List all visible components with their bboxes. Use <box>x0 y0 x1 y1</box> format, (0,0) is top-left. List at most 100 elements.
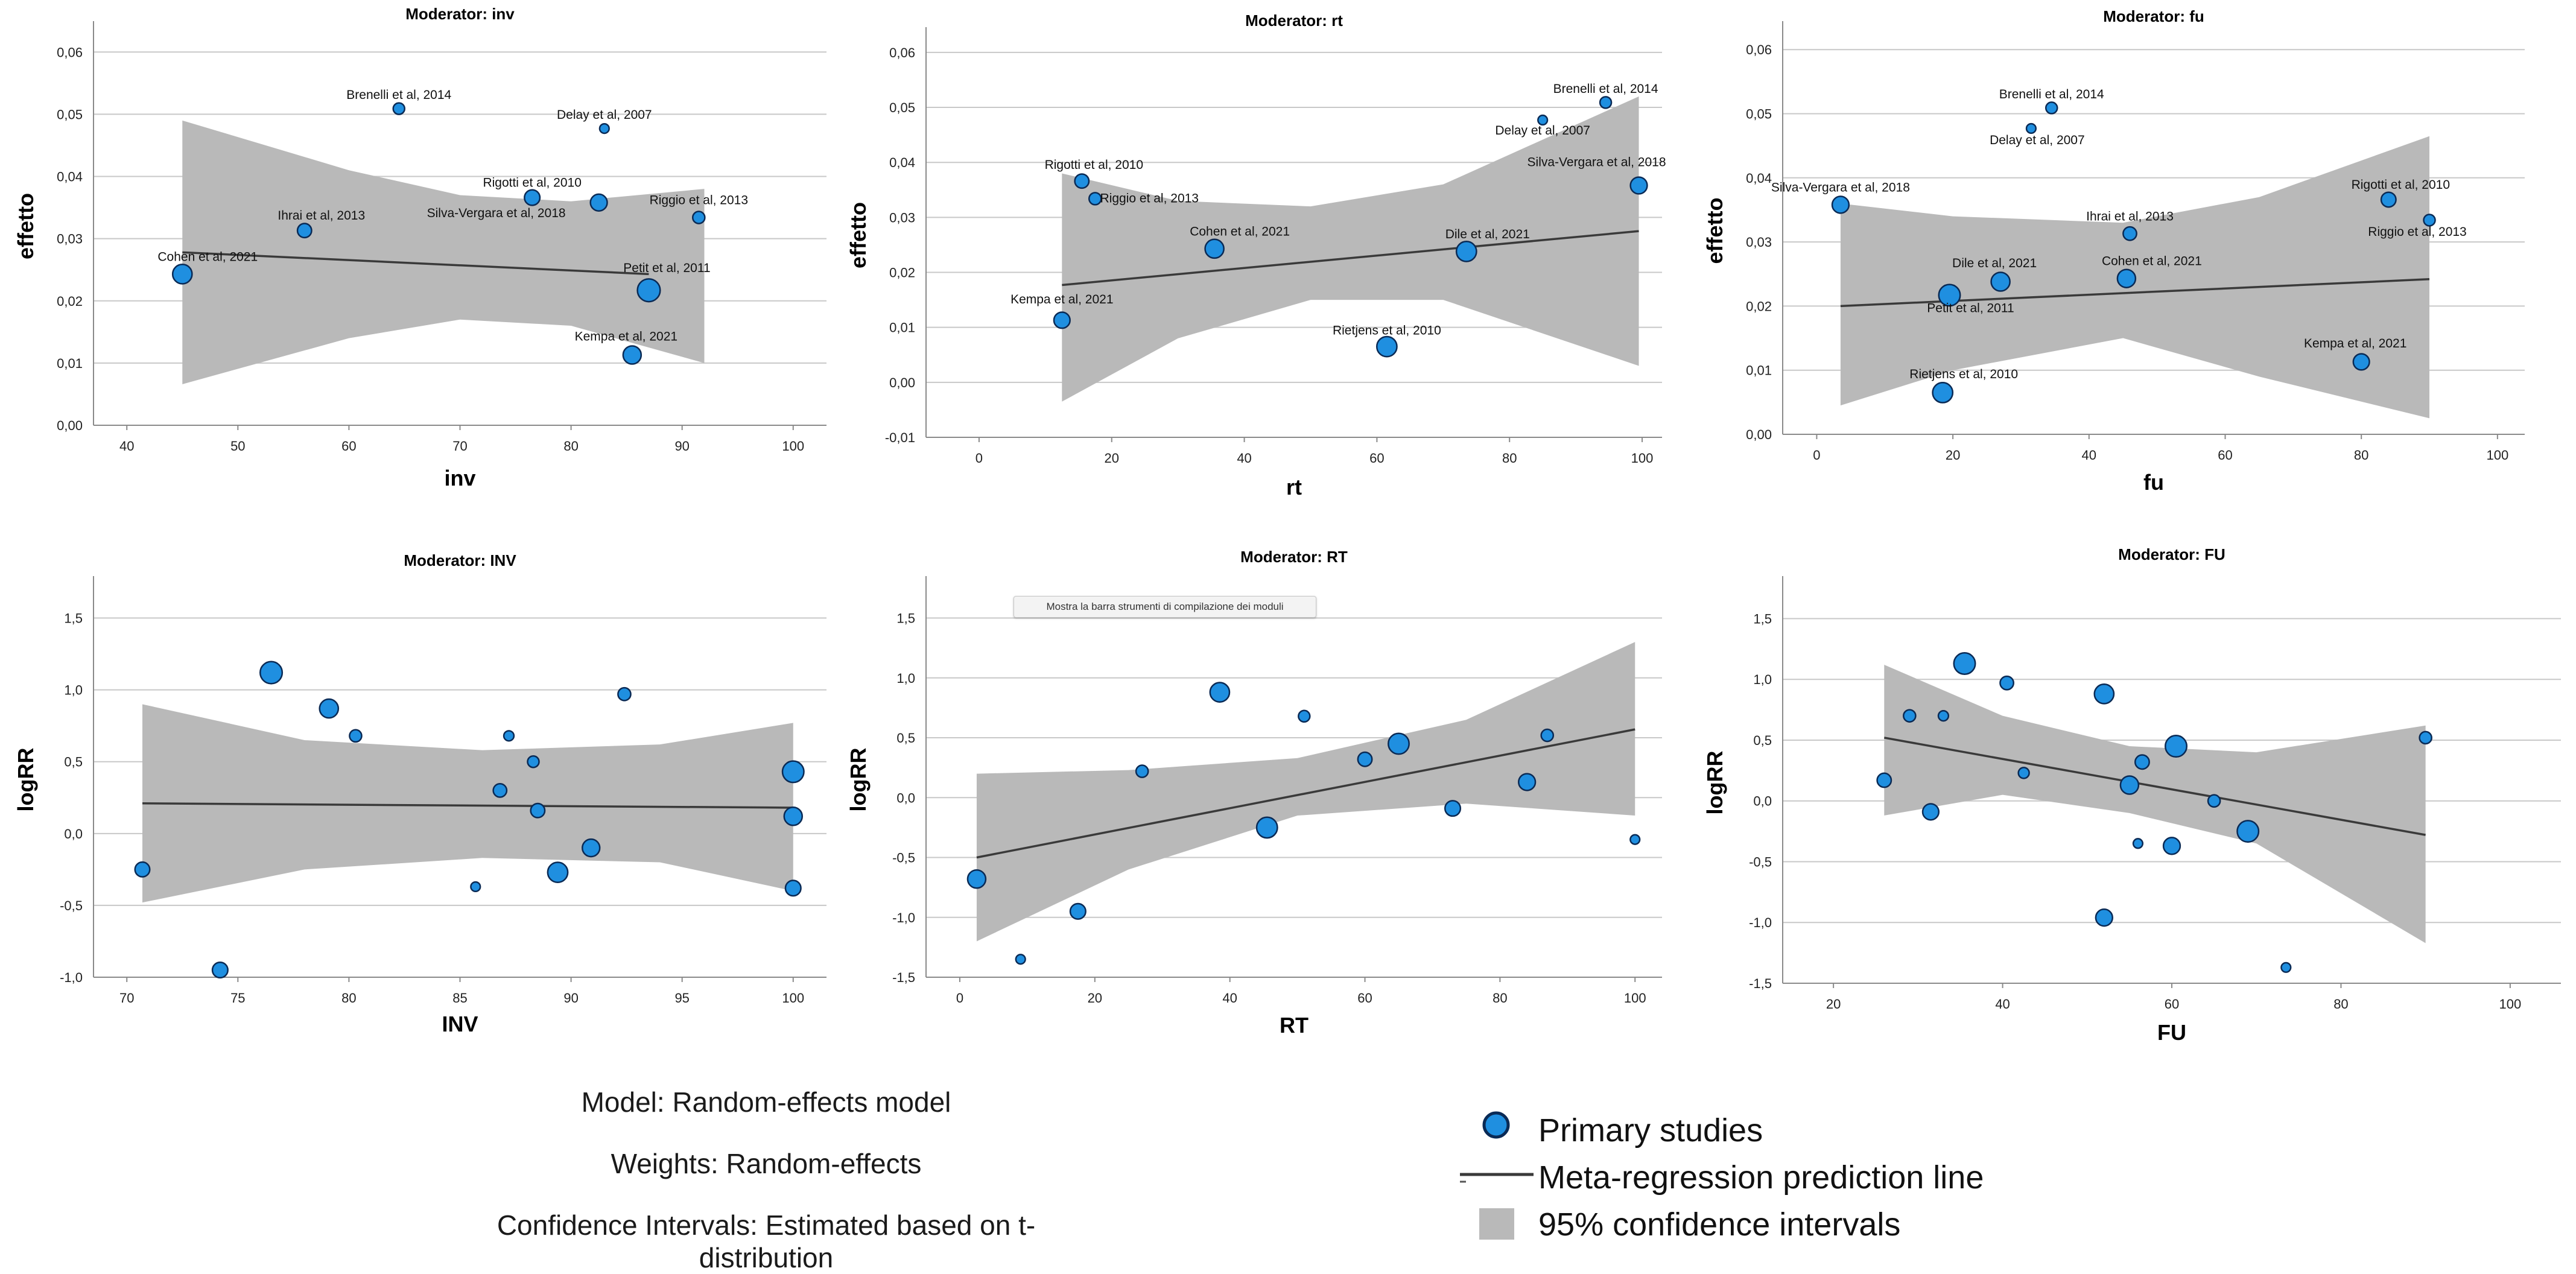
x-axis-label: inv <box>444 466 475 490</box>
legend: Primary studies Meta-regression predicti… <box>1460 1107 2003 1248</box>
y-tick-label: 0,5 <box>896 730 915 746</box>
study-label: Brenelli et al, 2014 <box>346 88 451 102</box>
legend-label-confidence-intervals: 95% confidence intervals <box>1538 1206 1901 1243</box>
study-point <box>582 838 601 858</box>
y-tick-label: -1,5 <box>892 970 915 985</box>
x-tick-label: 90 <box>674 439 689 454</box>
x-tick-label: 95 <box>674 990 689 1006</box>
y-tick-label: 0,06 <box>1746 42 1772 57</box>
study-point <box>1876 772 1892 788</box>
study-point <box>1357 751 1373 767</box>
confidence-band <box>1884 665 2426 943</box>
y-tick-label: 0,5 <box>1753 733 1772 748</box>
y-tick-label: 0,04 <box>889 155 915 170</box>
x-tick-label: 40 <box>1237 451 1251 466</box>
study-label: Silva-Vergara et al, 2018 <box>427 206 566 220</box>
confidence-band <box>976 642 1635 942</box>
study-label: Rigotti et al, 2010 <box>2352 178 2450 192</box>
study-point <box>1074 173 1090 189</box>
x-tick-label: 20 <box>1105 451 1119 466</box>
y-tick-label: 0,04 <box>57 170 83 185</box>
chart-panel-2: -0,01 0,00 0,01 0,02 0,03 0,04 0,05 0,06 0 20 40 60… <box>846 11 1666 499</box>
y-tick-label: 0,03 <box>1746 235 1772 250</box>
x-axis-label: fu <box>2143 470 2164 495</box>
prediction-line <box>976 728 1635 859</box>
study-point <box>781 760 805 784</box>
study-point <box>2122 226 2137 241</box>
study-point <box>1903 709 1917 723</box>
study-point <box>1953 652 1976 676</box>
x-axis-label: rt <box>1286 475 1302 499</box>
y-tick-label: 1,5 <box>64 611 83 626</box>
x-tick-label: 40 <box>1995 997 2010 1012</box>
study-point <box>2165 735 2188 758</box>
study-point <box>134 861 151 878</box>
y-tick-label: 0,5 <box>64 755 83 770</box>
y-tick-label: 1,0 <box>64 683 83 698</box>
footer-ci-text: Confidence Intervals: Estimated based on… <box>496 1209 1036 1273</box>
x-tick-label: 80 <box>2354 448 2368 463</box>
y-tick-label: 1,0 <box>896 671 915 686</box>
panel-title: Moderator: fu <box>2103 7 2204 25</box>
study-label: Kempa et al, 2021 <box>2304 337 2406 350</box>
x-tick-label: 100 <box>2499 997 2522 1012</box>
study-point <box>1204 238 1225 259</box>
study-point <box>2134 754 2150 770</box>
chart-panel-4: -1,0 -0,5 0,0 0,5 1,0 1,5 70 75 80 85 90 95 100 Moder… <box>13 551 826 1036</box>
study-point <box>1053 311 1071 329</box>
study-point <box>1629 834 1641 845</box>
study-point <box>1831 195 1850 214</box>
y-axis-label: effetto <box>13 193 38 259</box>
x-tick-label: 80 <box>2333 997 2348 1012</box>
study-label: Riggio et al, 2013 <box>2368 225 2466 239</box>
legend-label-prediction-line: Meta-regression prediction line <box>1538 1159 1984 1196</box>
study-label: Dile et al, 2021 <box>1445 227 1530 241</box>
study-point <box>691 211 706 224</box>
study-point <box>1015 954 1026 965</box>
y-axis-label: logRR <box>846 748 871 812</box>
panel-title: Moderator: FU <box>2118 545 2225 563</box>
study-point <box>2017 767 2030 779</box>
study-point <box>527 755 540 769</box>
study-label: Silva-Vergara et al, 2018 <box>1771 180 1910 194</box>
x-tick-label: 80 <box>1493 990 1507 1006</box>
study-point <box>259 661 284 685</box>
study-label: Kempa et al, 2021 <box>1010 293 1113 306</box>
chart-panel-3: 0,00 0,01 0,02 0,03 0,04 0,05 0,06 0 20 40 60 80 100… <box>1702 7 2525 495</box>
footer-weights-text: Weights: Random-effects <box>611 1148 922 1179</box>
study-label: Delay et al, 2007 <box>1495 124 1590 138</box>
x-tick-label: 70 <box>452 439 467 454</box>
study-point <box>783 806 804 826</box>
y-tick-label: 0,05 <box>889 100 915 115</box>
prediction-line <box>1840 278 2430 308</box>
x-tick-label: 80 <box>563 439 578 454</box>
study-point <box>530 802 546 819</box>
x-tick-label: 40 <box>1222 990 1237 1006</box>
x-tick-label: 100 <box>782 990 804 1006</box>
study-label: Silva-Vergara et al, 2018 <box>1528 156 1666 170</box>
study-point <box>503 730 515 742</box>
x-tick-label: 70 <box>119 990 134 1006</box>
study-point <box>524 189 541 206</box>
study-point <box>2380 191 2397 208</box>
chart-panel-6: -1,5 -1,0 -0,5 0,0 0,5 1,0 1,5 20 40 60 80 100 Moder… <box>1702 545 2561 1045</box>
y-tick-label: -1,5 <box>1749 976 1772 991</box>
legend-point-icon <box>1482 1111 1510 1139</box>
study-point <box>1298 709 1311 723</box>
x-tick-label: 0 <box>1813 448 1820 463</box>
study-point <box>547 861 569 884</box>
study-point <box>392 102 405 115</box>
study-point <box>1517 773 1537 791</box>
footer-model-text: Model: Random-effects model <box>581 1086 951 1118</box>
legend-band-icon <box>1479 1208 1514 1240</box>
x-tick-label: 20 <box>1088 990 1102 1006</box>
x-tick-label: 100 <box>782 439 804 454</box>
y-tick-label: 0,00 <box>1746 427 1772 442</box>
y-tick-label: 0,0 <box>896 790 915 805</box>
study-point <box>319 698 340 719</box>
study-point <box>2045 101 2058 115</box>
legend-item-primary-studies: Primary studies <box>1460 1107 2003 1154</box>
study-point <box>1599 96 1613 109</box>
y-tick-label: -0,5 <box>1749 854 1772 869</box>
